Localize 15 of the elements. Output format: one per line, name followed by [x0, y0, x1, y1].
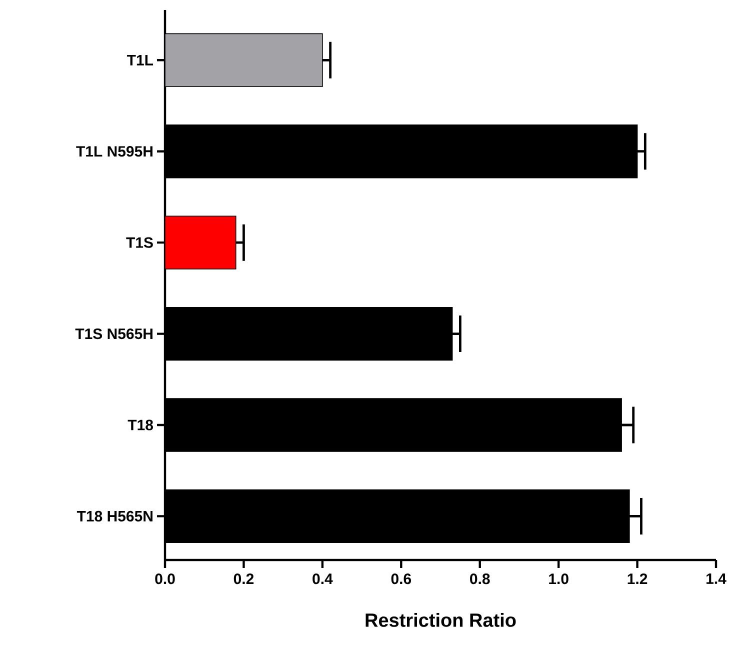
x-tick-label: 0.0 [155, 574, 175, 584]
y-tick-label: T1S N565H [75, 328, 152, 340]
x-tick-label: 0.8 [470, 574, 490, 584]
y-tick-label: T1L [126, 55, 154, 66]
x-tick-label: 0.4 [312, 574, 333, 584]
x-tick-label: 0.6 [391, 574, 412, 584]
x-tick-label: 1.0 [549, 574, 568, 584]
y-tick-label: T18 [128, 420, 154, 430]
x-axis-title: Restriction Ratio [366, 612, 516, 627]
y-tick-label: T1L N595H [76, 146, 152, 157]
x-tick-label: 1.2 [628, 574, 648, 584]
y-tick-label: T1S [126, 237, 153, 248]
x-tick-label: 1.4 [706, 574, 726, 584]
x-tick-label: 0.2 [234, 574, 254, 584]
y-tick-label: T18 H565N [76, 510, 152, 522]
